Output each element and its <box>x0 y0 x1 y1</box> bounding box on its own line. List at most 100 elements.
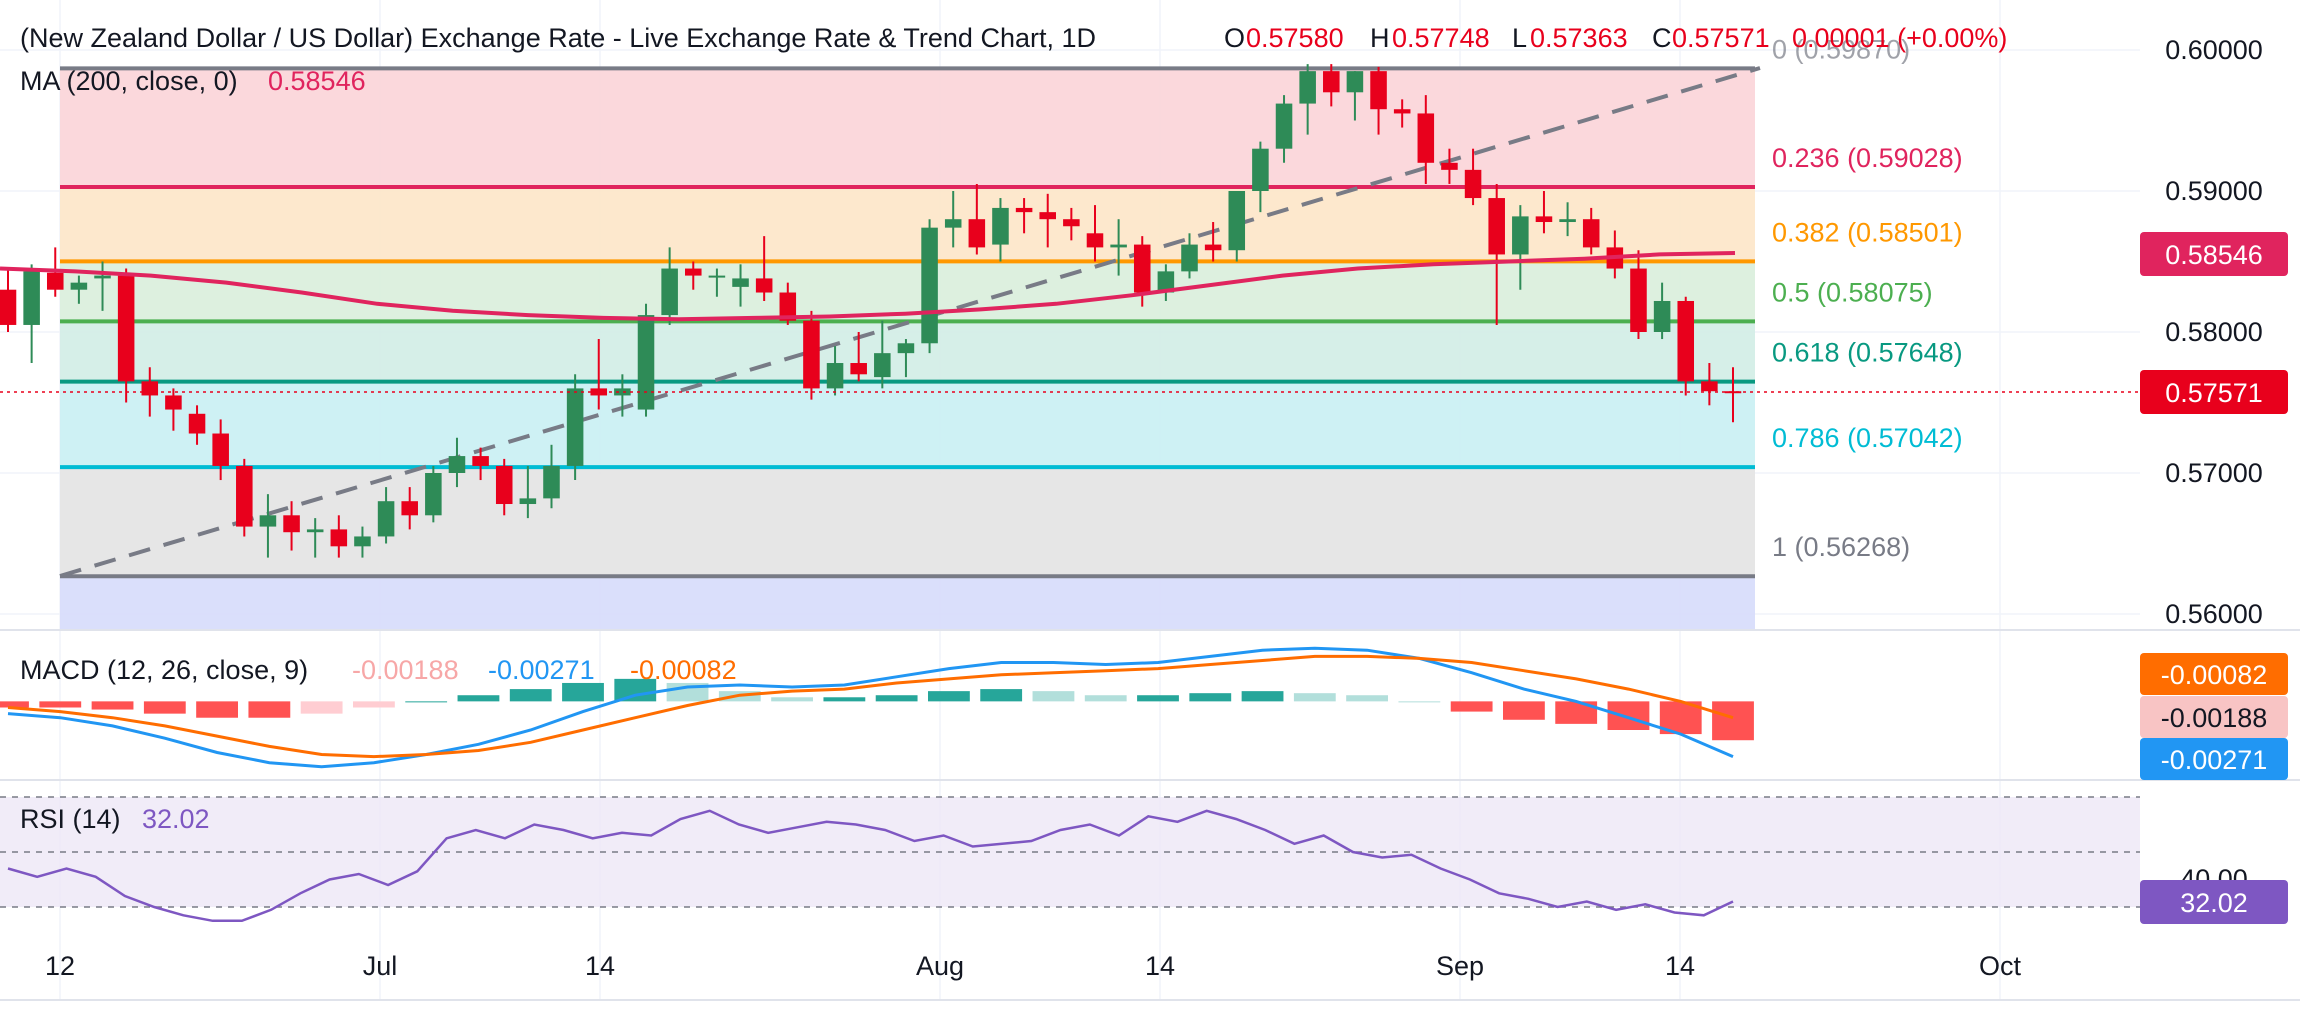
candle <box>94 261 111 311</box>
macd-bar <box>1450 701 1493 712</box>
rsi-tag: 32.02 <box>2140 880 2288 924</box>
price-tick-label: 0.58000 <box>2165 317 2263 347</box>
candle-body <box>236 465 253 527</box>
macd-signal-line <box>7 654 1734 759</box>
last-price-tag: 0.57571 <box>2140 370 2288 414</box>
macd-bar <box>1293 693 1336 702</box>
last-price-tag-text: 0.57571 <box>2165 378 2263 408</box>
candle <box>968 183 986 255</box>
macd-legend-label: MACD (12, 26, close, 9) <box>20 655 308 685</box>
candle-body <box>1653 300 1671 332</box>
candle-body <box>1252 148 1269 191</box>
macd-signal-tag: -0.00082 <box>2140 653 2288 695</box>
rsi-legend-label: RSI (14) <box>20 804 121 834</box>
candle <box>23 264 40 364</box>
candle-body <box>992 207 1009 245</box>
candle-body <box>637 315 655 410</box>
candle-body <box>944 219 962 228</box>
candle-body <box>1512 216 1529 255</box>
candle-body <box>708 275 726 278</box>
candle <box>1228 191 1246 262</box>
candle-body <box>1488 198 1505 255</box>
candle <box>212 419 229 481</box>
macd-bar <box>1084 695 1127 702</box>
macd-bar <box>1712 701 1754 741</box>
candle-body <box>377 501 395 537</box>
time-tick-label: Sep <box>1436 951 1484 981</box>
macd-bar <box>1398 701 1441 703</box>
macd-signal-tag-text: -0.00082 <box>2161 660 2268 690</box>
candle <box>1275 95 1293 163</box>
candle <box>1653 282 1671 340</box>
candle-body <box>1393 109 1411 114</box>
candle-body <box>1086 233 1104 248</box>
candle-body <box>472 456 489 466</box>
candle-body <box>1441 162 1458 170</box>
candle <box>732 264 749 307</box>
candle-body <box>1417 113 1435 163</box>
candle-body <box>425 473 442 516</box>
rsi-line <box>7 809 1734 923</box>
candle <box>448 437 466 488</box>
candle <box>188 405 206 445</box>
candle-body <box>70 282 88 290</box>
candle <box>259 494 277 558</box>
time-tick-label: Jul <box>363 951 398 981</box>
macd-legend-hist: -0.00188 <box>352 655 459 685</box>
candle <box>590 339 608 410</box>
candle <box>755 236 773 301</box>
candle-body <box>1346 71 1364 93</box>
candle <box>543 444 560 509</box>
candle-body <box>897 343 915 354</box>
candle-body <box>94 275 111 279</box>
price-tick-label: 0.60000 <box>2165 35 2263 65</box>
fib-band <box>60 467 1755 577</box>
macd-bar <box>91 701 134 710</box>
price-tick-label: 0.57000 <box>2165 458 2263 488</box>
candle <box>1464 148 1482 206</box>
candle <box>117 268 135 403</box>
candle-body <box>23 271 40 325</box>
macd-bar <box>405 701 448 703</box>
price-axis: 0.60000 0.59000 0.58000 0.57000 0.56000 <box>2165 35 2263 629</box>
fib-labels: 0.236 (0.59028) 0.382 (0.58501) 0.5 (0.580… <box>1772 34 1963 562</box>
macd-bar <box>823 697 866 702</box>
close-value: 0.57571 <box>1672 23 1770 53</box>
candle <box>685 261 702 290</box>
candle <box>1086 205 1104 262</box>
macd-line <box>7 646 1734 769</box>
candle <box>1157 264 1175 301</box>
macd-bar <box>0 701 29 708</box>
candle <box>283 501 300 551</box>
macd-bar <box>1189 693 1232 702</box>
candle <box>803 310 820 400</box>
fib-label-0.382: 0.382 (0.58501) <box>1772 217 1963 247</box>
candle-body <box>46 272 64 290</box>
candle-body <box>1677 300 1695 382</box>
fib-band <box>60 261 1755 322</box>
candle-body <box>874 353 891 378</box>
candle <box>1346 71 1364 121</box>
candle <box>330 515 348 558</box>
candle-body <box>661 268 678 316</box>
macd-bar <box>1032 691 1075 702</box>
fib-label-0.786: 0.786 (0.57042) <box>1772 423 1963 453</box>
candle-body <box>1110 244 1127 248</box>
high-value: 0.57748 <box>1392 23 1490 53</box>
open-label: O <box>1224 23 1245 53</box>
macd-bar <box>1137 695 1179 702</box>
macd-legend-signal: -0.00082 <box>630 655 737 685</box>
macd-bar <box>928 691 970 702</box>
candle-body <box>0 289 17 325</box>
candle-body <box>1133 244 1151 293</box>
candles <box>0 64 1742 558</box>
candle <box>1701 363 1718 406</box>
candle-body <box>1535 216 1553 223</box>
trend-line[interactable] <box>59 66 1761 578</box>
ma-200-line <box>0 251 1736 322</box>
candle <box>70 275 88 304</box>
candle <box>1393 99 1411 128</box>
macd-bar <box>248 701 291 718</box>
candle-body <box>826 363 844 389</box>
